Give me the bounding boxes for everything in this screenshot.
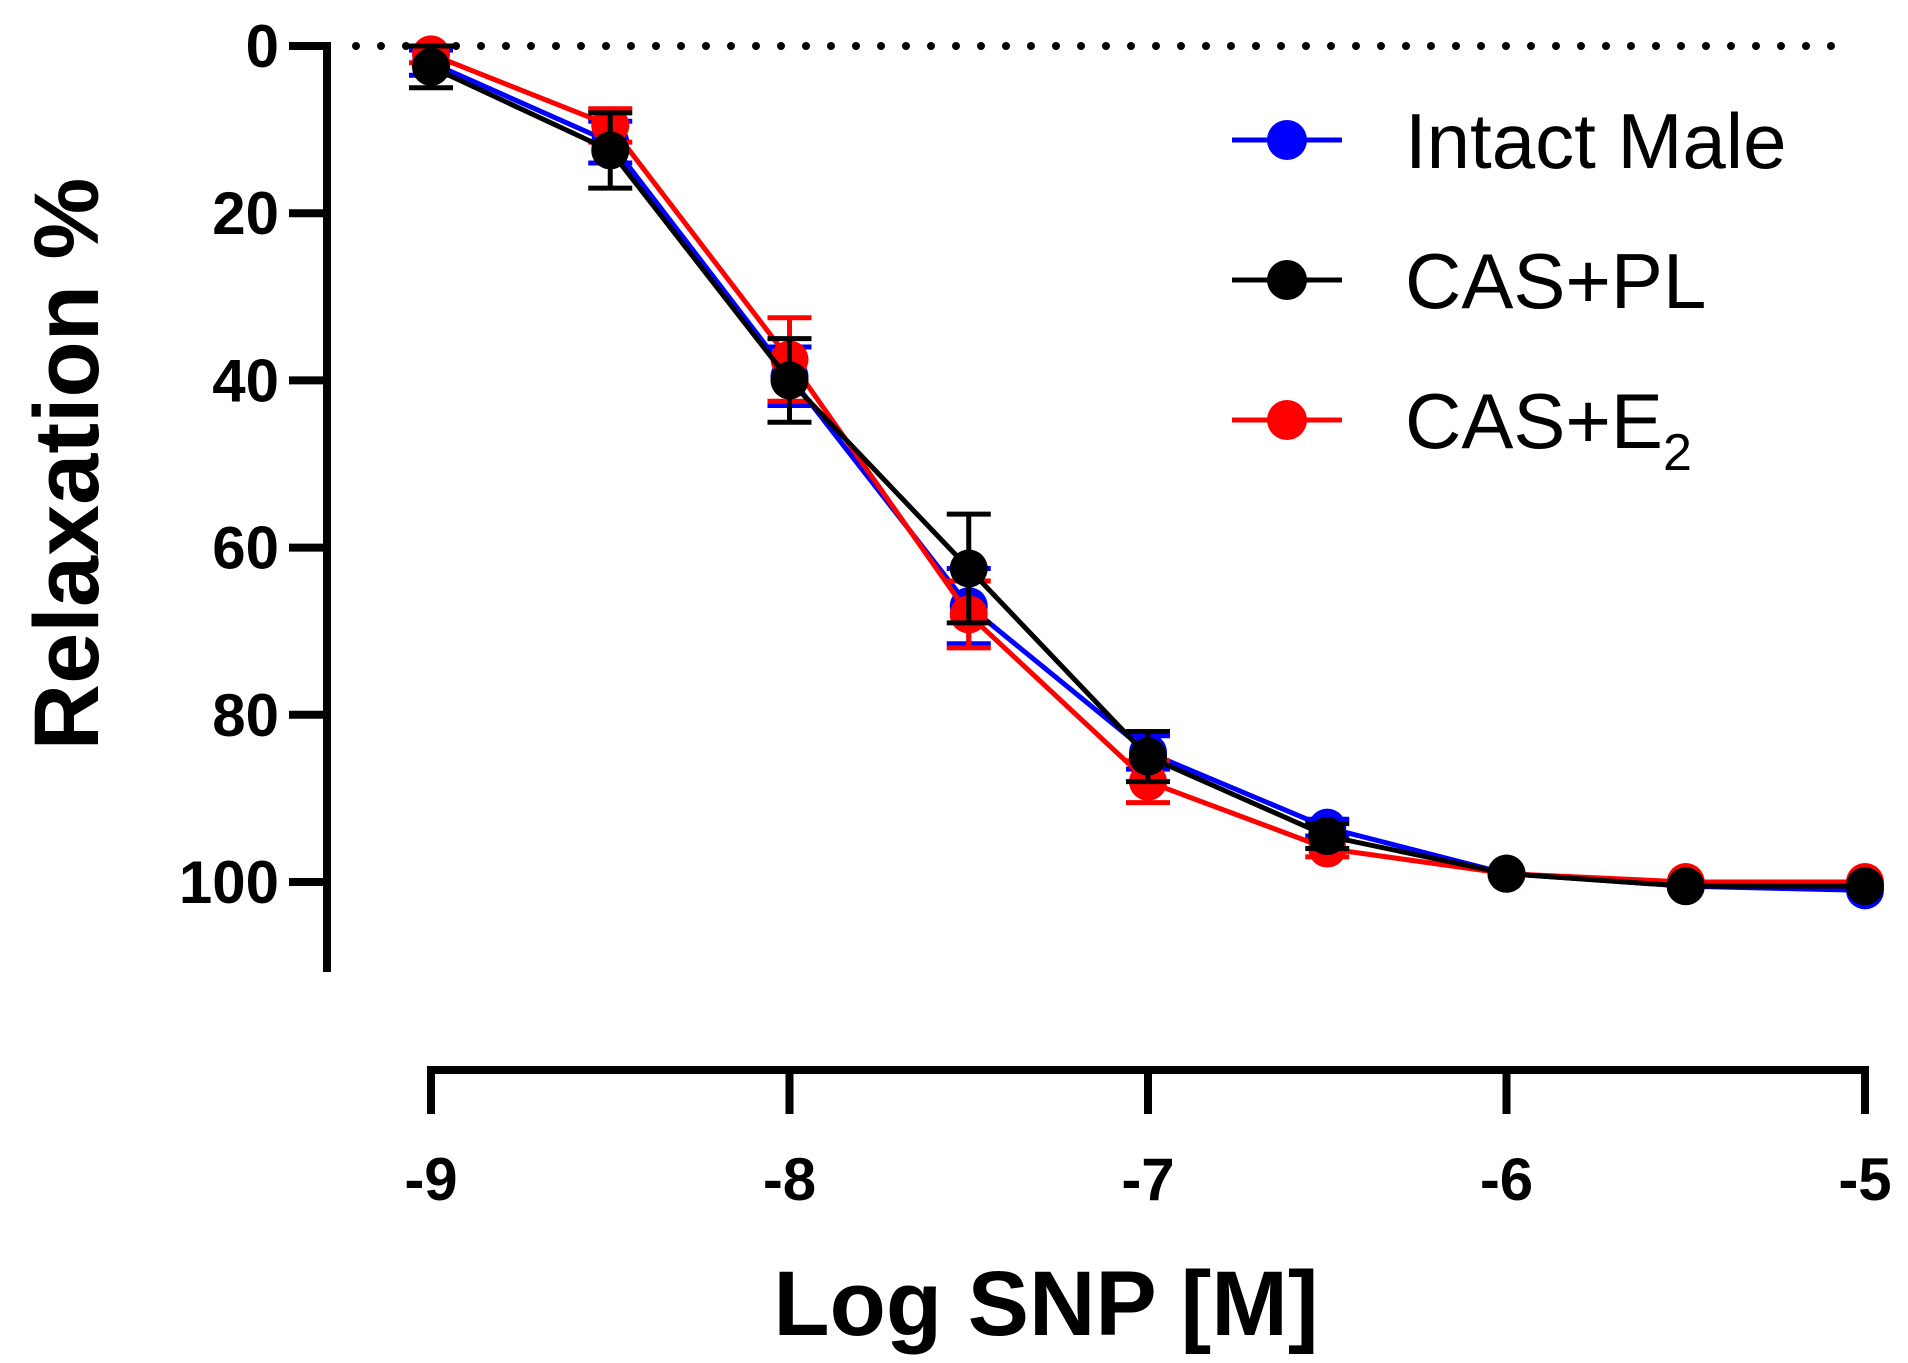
x-tick-label: -9 <box>404 1146 457 1213</box>
data-point <box>949 549 988 588</box>
y-tick-label: 40 <box>212 347 279 414</box>
data-point <box>1129 737 1167 776</box>
legend-label: CAS+PL <box>1405 237 1706 325</box>
legend-item: CAS+PL <box>1232 237 1706 325</box>
data-point <box>412 47 450 86</box>
y-tick-label: 0 <box>246 13 279 80</box>
x-ticks: -9 -8 -7 -6 -5 <box>404 1070 1892 1213</box>
x-tick-label: -6 <box>1480 1146 1533 1213</box>
y-tick-label: 20 <box>212 180 279 247</box>
x-axis-title: Log SNP [M] <box>773 1253 1318 1355</box>
data-point <box>1846 867 1884 906</box>
y-tick-label: 80 <box>212 682 279 749</box>
y-tick-label: 60 <box>212 515 279 582</box>
series-layer <box>409 35 1884 910</box>
legend-swatch-marker <box>1267 400 1307 440</box>
legend-item: CAS+E2 <box>1232 377 1692 482</box>
x-tick-label: -5 <box>1838 1146 1891 1213</box>
legend-label-subscript: 2 <box>1663 424 1692 482</box>
legend-label: Intact Male <box>1405 97 1787 185</box>
x-tick-label: -8 <box>763 1146 816 1213</box>
data-point <box>1666 867 1705 906</box>
data-point <box>770 361 809 400</box>
y-ticks: 0 20 40 60 80 100 <box>179 13 327 916</box>
data-point <box>1308 817 1347 856</box>
legend-item: Intact Male <box>1232 97 1787 185</box>
data-point <box>1487 854 1526 893</box>
y-tick-label: 100 <box>179 849 279 916</box>
data-point <box>591 131 630 170</box>
legend-label: CAS+E2 <box>1405 377 1692 482</box>
x-tick-label: -7 <box>1121 1146 1174 1213</box>
series-cas-pl <box>409 43 1884 906</box>
legend-swatch-marker <box>1267 260 1307 300</box>
legend: Intact Male CAS+PL CAS+E2 <box>1232 97 1787 482</box>
y-axis-title: Relaxation % <box>16 178 118 751</box>
legend-swatch-marker <box>1267 120 1307 160</box>
